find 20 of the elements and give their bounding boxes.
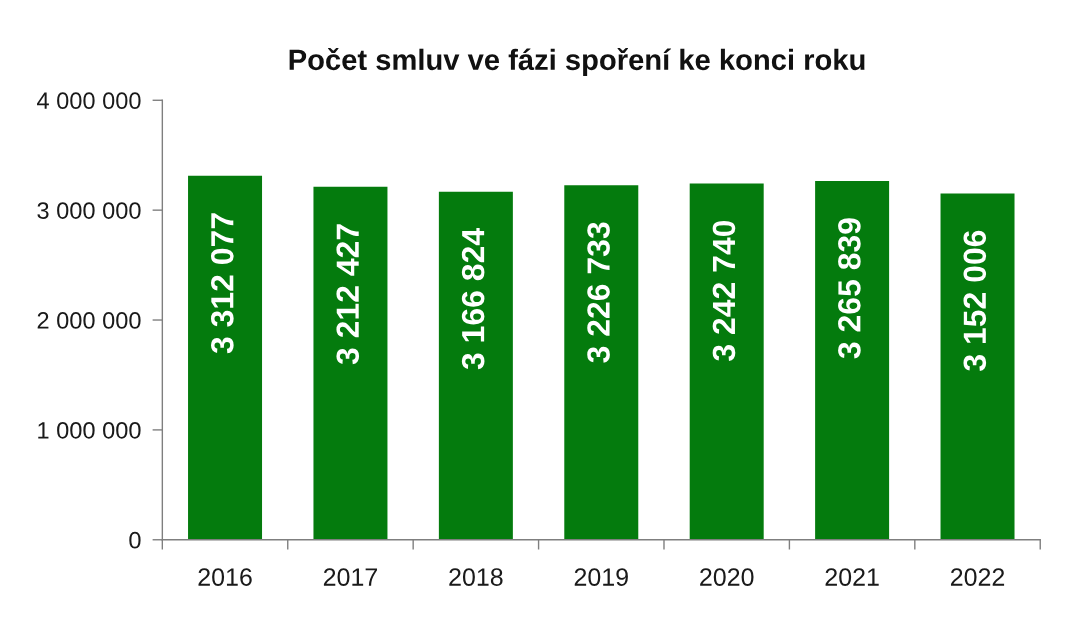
x-tick-label: 2021 (825, 568, 879, 586)
x-tick-label: 2022 (950, 568, 1005, 586)
data-label: 3 242 740 (712, 220, 736, 361)
chart-title: Počet smluv ve fázi spoření ke konci roku (289, 48, 865, 76)
x-tick-label: 2020 (700, 568, 754, 586)
x-tick-label: 2017 (323, 568, 378, 586)
y-tick-label: 3 000 000 (37, 202, 141, 219)
y-tick-label: 1 000 000 (38, 421, 141, 439)
data-label: 3 265 839 (838, 218, 861, 359)
data-label: 3 166 824 (461, 228, 485, 370)
y-tick-label: 0 (129, 531, 141, 549)
data-label: 3 312 077 (211, 213, 234, 354)
y-tick-label: 4 000 000 (37, 92, 141, 110)
data-label: 3 212 427 (336, 224, 360, 365)
x-tick-label: 2016 (198, 568, 252, 586)
data-label: 3 226 733 (587, 222, 610, 363)
y-tick-label: 2 000 000 (37, 312, 141, 329)
data-label: 3 152 006 (963, 230, 987, 371)
x-tick-label: 2019 (574, 568, 628, 586)
x-tick-label: 2018 (449, 568, 503, 586)
